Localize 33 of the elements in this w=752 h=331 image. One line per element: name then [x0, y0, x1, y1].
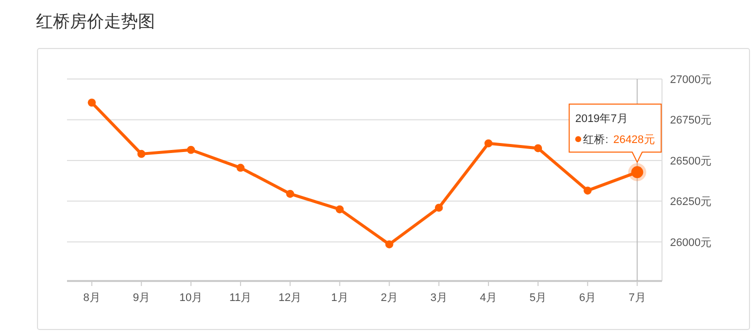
x-tick-label: 11月 — [229, 292, 252, 304]
y-tick-label: 26250元 — [670, 196, 712, 208]
x-tick-label: 10月 — [179, 292, 203, 304]
x-tick-label: 3月 — [430, 292, 448, 304]
y-tick-label: 26000元 — [670, 236, 712, 249]
point — [534, 144, 542, 152]
point — [434, 204, 443, 212]
x-tick-label: 6月 — [579, 292, 596, 304]
y-tick-label: 27000元 — [670, 74, 712, 86]
point — [584, 186, 592, 195]
legend: 红桥: — [575, 134, 608, 146]
x-tick-label: 2月 — [380, 292, 398, 304]
point — [88, 98, 96, 107]
x-tick-label: 1月 — [331, 292, 348, 304]
x-tick-label: 12月 — [278, 292, 302, 304]
x-tick-label: 8月 — [83, 292, 100, 304]
point — [385, 240, 394, 248]
data-label: 26428元 — [613, 134, 655, 146]
x-tick-label: 4月 — [480, 292, 498, 304]
point — [484, 139, 492, 148]
point — [286, 190, 294, 198]
legend-label: 红桥: — [583, 134, 608, 146]
x-tick-label: 9月 — [132, 292, 150, 304]
chart-title: 红桥房价走势图 — [36, 12, 155, 31]
x-tick-label: 7月 — [628, 292, 646, 304]
point — [137, 150, 146, 158]
point — [336, 205, 344, 214]
y-tick-label: 26750元 — [670, 114, 712, 127]
x-tick-label: 5月 — [529, 292, 547, 304]
y-tick-label: 26500元 — [670, 155, 712, 168]
annotation: 2019年7月 — [575, 113, 628, 126]
point — [236, 164, 245, 172]
point — [186, 146, 195, 154]
